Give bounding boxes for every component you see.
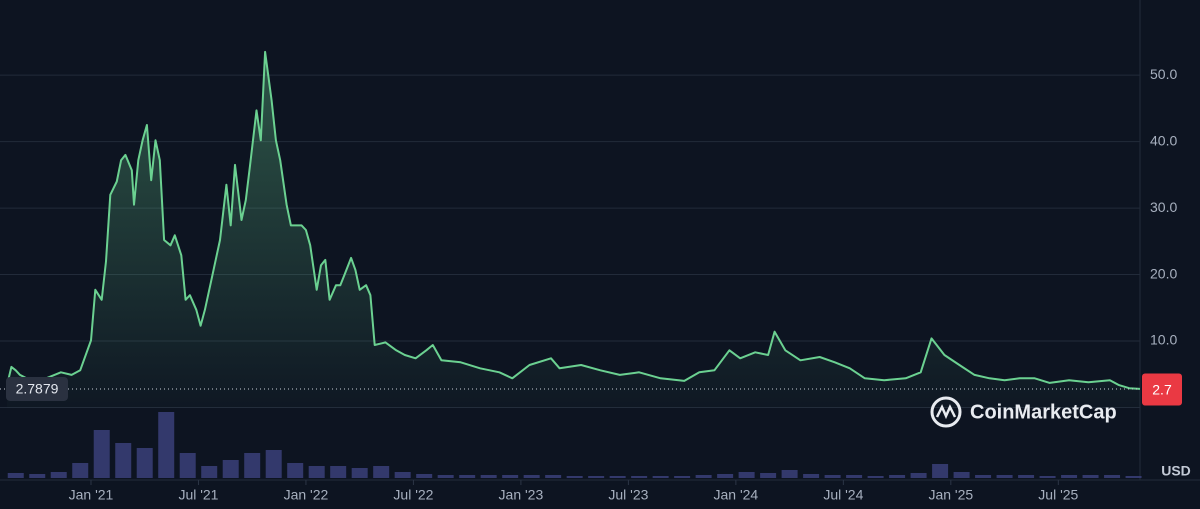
volume-bar — [459, 475, 476, 478]
volume-bar — [695, 475, 712, 478]
volume-bar — [244, 453, 261, 478]
volume-bar — [136, 448, 153, 478]
x-tick-label: Jan '23 — [499, 487, 544, 503]
volume-bar — [72, 463, 89, 478]
volume-bar — [115, 443, 132, 478]
x-tick-label: Jul '24 — [823, 487, 863, 503]
reference-price-label: 2.7879 — [16, 381, 59, 397]
volume-bar — [975, 475, 992, 478]
y-tick-label: 30.0 — [1150, 199, 1177, 215]
x-tick-label: Jan '24 — [714, 487, 759, 503]
volume-bar — [287, 463, 304, 478]
volume-bar — [179, 453, 196, 478]
volume-bar — [1061, 475, 1078, 478]
volume-bar — [824, 475, 841, 478]
volume-bar — [330, 466, 347, 478]
y-tick-label: 50.0 — [1150, 66, 1177, 82]
x-tick-label: Jul '22 — [393, 487, 433, 503]
volume-bar — [588, 476, 605, 478]
volume-bar — [910, 473, 927, 478]
volume-bar — [652, 476, 669, 478]
volume-bar — [201, 466, 218, 478]
volume-bar — [1018, 475, 1035, 478]
volume-bar — [781, 470, 798, 478]
y-tick-label: 40.0 — [1150, 132, 1177, 148]
volume-bar — [222, 460, 239, 478]
volume-bar — [93, 430, 110, 478]
x-tick-label: Jul '25 — [1038, 487, 1078, 503]
volume-bar — [717, 474, 734, 478]
volume-bar — [1082, 475, 1099, 478]
volume-bar — [480, 475, 497, 478]
volume-bar — [502, 475, 519, 478]
volume-bars — [7, 412, 1142, 478]
volume-bar — [1039, 476, 1056, 478]
volume-bar — [50, 472, 67, 478]
currency-label: USD — [1161, 463, 1191, 479]
y-tick-label: 20.0 — [1150, 265, 1177, 281]
volume-bar — [416, 474, 433, 478]
volume-bar — [674, 476, 691, 478]
volume-bar — [803, 474, 820, 478]
reference-badge — [6, 376, 68, 401]
volume-bar — [566, 476, 583, 478]
volume-bar — [1125, 476, 1142, 478]
logo-icon — [930, 396, 962, 428]
volume-bar — [1104, 475, 1121, 478]
x-tick-label: Jan '21 — [69, 487, 114, 503]
y-tick-label: 10.0 — [1150, 332, 1177, 348]
volume-bar — [308, 466, 325, 478]
volume-bar — [631, 476, 648, 478]
volume-bar — [351, 468, 368, 478]
x-tick-label: Jan '22 — [284, 487, 329, 503]
x-tick-label: Jul '23 — [608, 487, 648, 503]
volume-bar — [738, 472, 755, 478]
logo: CoinMarketCap — [930, 396, 1117, 428]
volume-bar — [867, 476, 884, 478]
plot — [0, 50, 1141, 408]
volume-bar — [953, 472, 970, 478]
volume-bar — [609, 476, 626, 478]
volume-bar — [545, 475, 562, 478]
volume-bar — [889, 475, 906, 478]
volume-bar — [996, 475, 1013, 478]
volume-bar — [158, 412, 175, 478]
x-tick-label: Jan '25 — [928, 487, 973, 503]
volume-bar — [394, 472, 411, 478]
x-tick-label: Jul '21 — [178, 487, 218, 503]
volume-bar — [373, 466, 390, 478]
volume-bar — [846, 475, 863, 478]
watermark: CoinMarketCap — [970, 401, 1117, 423]
logo-mark — [935, 404, 957, 420]
labels: 10.0 20.0 30.0 40.0 50.0 Jan '21 Jul '21 Jan '2… — [6, 66, 1182, 503]
volume-bar — [523, 475, 540, 478]
volume-bar — [437, 475, 454, 478]
volume-bar — [29, 474, 46, 478]
price-line — [6, 50, 1141, 390]
volume-bar — [932, 464, 949, 478]
price-area — [7, 51, 1141, 408]
volume-bar — [265, 450, 282, 478]
volume-bar — [7, 473, 24, 478]
volume-bar — [760, 473, 777, 478]
last-price-label: 2.7 — [1152, 381, 1172, 397]
last-price-badge — [1142, 373, 1182, 406]
